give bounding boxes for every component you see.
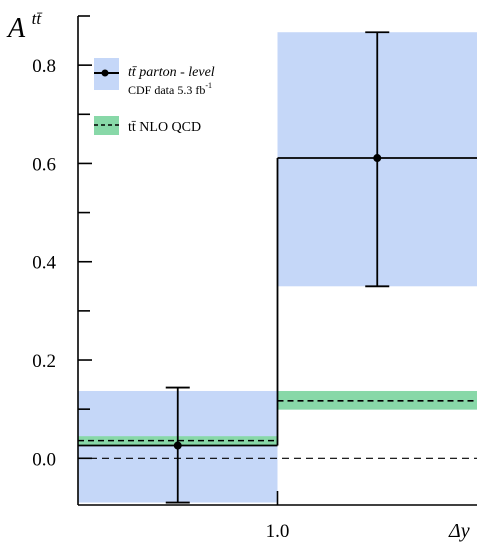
y-tick-label-0p2: 0.2 [32,351,56,372]
x-tick-label-1p0: 1.0 [266,521,290,542]
y-tick-label-0p6: 0.6 [32,154,56,175]
y-axis-title: A tt̄ [6,9,43,44]
x-axis-title: Δy [448,520,470,542]
legend-theory-label: tt̄ NLO QCD [128,120,201,135]
y-tick-label-0p8: 0.8 [32,56,56,77]
y-tick-label-0p0: 0.0 [32,449,56,470]
axis-ticks: 0.8 0.6 0.4 0.2 0.0 1.0 [32,15,290,542]
theory-band-bin-2 [277,390,477,410]
y-axis-title-base: A [6,13,26,44]
legend-data-marker [101,69,109,77]
data-point-bin-1 [173,441,182,450]
legend-theory-swatch [94,116,119,135]
legend-data-label: tt̄ parton - level [128,65,215,80]
legend-data-label-line1: tt̄ parton - level [128,65,215,80]
legend: tt̄ parton - level CDF data 5.3 fb-1 tt̄… [94,58,215,135]
y-axis-title-sup: tt̄ [32,9,44,28]
legend-data-label-line2: CDF data 5.3 fb-1 [128,81,212,97]
y-tick-label-0p4: 0.4 [32,253,56,274]
error-bars [165,31,390,504]
data-point-bin-2 [373,154,382,163]
